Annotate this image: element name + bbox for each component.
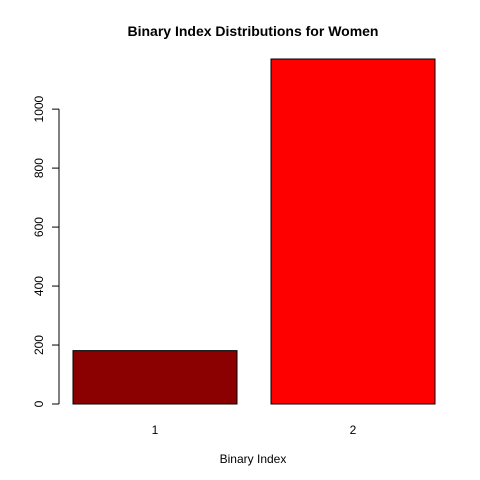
x-tick-label-1: 1 bbox=[152, 423, 159, 437]
y-tick-label: 600 bbox=[32, 217, 46, 237]
x-axis-label: Binary Index bbox=[220, 452, 287, 466]
y-tick-label: 200 bbox=[32, 335, 46, 355]
bar-2 bbox=[270, 58, 436, 405]
y-axis: 0 200 400 600 800 1000 bbox=[32, 95, 60, 407]
y-tick-label: 400 bbox=[32, 276, 46, 296]
y-tick-label: 0 bbox=[32, 400, 46, 407]
y-tick-label: 800 bbox=[32, 158, 46, 178]
bar-1 bbox=[72, 350, 238, 405]
bars bbox=[72, 58, 436, 405]
y-tick-label: 1000 bbox=[32, 95, 46, 122]
chart-title: Binary Index Distributions for Women bbox=[128, 23, 379, 39]
x-tick-label-2: 2 bbox=[350, 423, 357, 437]
